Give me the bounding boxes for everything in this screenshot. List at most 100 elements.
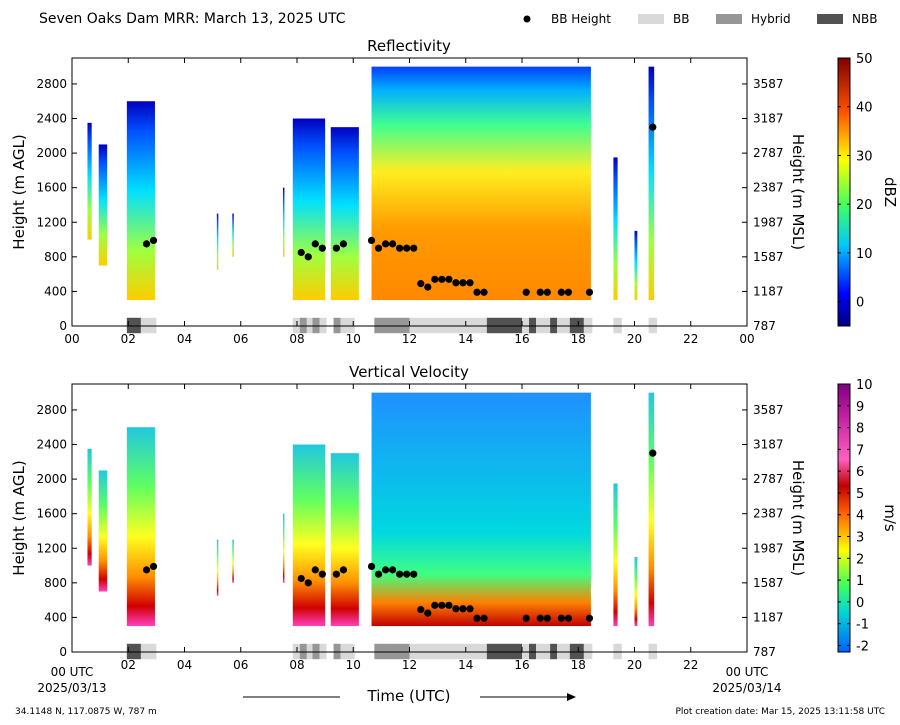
y-axis-label-right: Height (m MSL) <box>789 134 807 250</box>
colorbar-tick-label: 4 <box>856 509 864 524</box>
y-tick-label: 800 <box>44 250 67 264</box>
bb-height-point <box>564 288 573 296</box>
echo-column <box>282 187 285 257</box>
colorbar-tick-label: 20 <box>856 198 873 213</box>
x-tick-label: 14 <box>458 658 473 672</box>
bb-height-point <box>297 248 305 257</box>
colorbar-label: m/s <box>881 504 899 532</box>
echo-column <box>371 66 591 301</box>
colorbar-tick-label: 2 <box>856 552 864 567</box>
colorbar-tick-label: 8 <box>856 422 864 437</box>
y-tick-label: 1600 <box>36 507 67 521</box>
y-tick-label: 2400 <box>36 112 67 126</box>
y-tick-label-right: 787 <box>753 645 776 659</box>
legend-label: Hybrid <box>751 12 791 26</box>
y-tick-label-right: 2787 <box>753 472 784 486</box>
bb-height-point <box>297 574 305 583</box>
y-tick-label-right: 2387 <box>753 181 784 195</box>
colorbar-tick-label: 40 <box>856 101 873 116</box>
y-tick-label-right: 787 <box>753 319 776 333</box>
x-tick-label: 00 UTC <box>726 665 769 679</box>
colorbar-tick-label: 0 <box>856 596 864 611</box>
colorbar-label: dBZ <box>881 177 899 207</box>
echo-column <box>126 101 155 301</box>
colorbar-tick-label: -2 <box>856 639 869 654</box>
figure-title: Seven Oaks Dam MRR: March 13, 2025 UTC <box>39 11 346 27</box>
echo-column <box>87 122 92 240</box>
y-tick-label: 1200 <box>36 541 67 555</box>
legend-marker-bb-height <box>523 15 531 23</box>
x-tick-label: 04 <box>177 332 192 346</box>
x-tick-label: 04 <box>177 658 192 672</box>
echo-column <box>282 513 285 583</box>
y-tick-label-right: 3187 <box>753 112 784 126</box>
y-tick-label: 400 <box>44 284 67 298</box>
y-tick-label: 2800 <box>36 403 67 417</box>
bb-height-point <box>431 601 439 609</box>
y-tick-label-right: 3587 <box>753 77 784 91</box>
echo-column <box>98 470 108 592</box>
x-tick-label: 18 <box>571 332 586 346</box>
bb-height-point <box>543 614 551 622</box>
bb-height-point <box>424 283 432 291</box>
bb-height-point <box>381 240 390 248</box>
echo-column <box>634 556 638 627</box>
bb-height-point <box>389 566 397 574</box>
x-tick-label: 22 <box>683 658 698 672</box>
y-tick-label-right: 1587 <box>753 250 784 264</box>
echo-column <box>292 444 326 627</box>
y-tick-label-right: 1987 <box>753 215 784 229</box>
panel-title-reflectivity: Reflectivity <box>367 37 451 55</box>
bb-height-point <box>389 240 397 248</box>
echo-column <box>292 118 326 301</box>
x-tick-label: 06 <box>233 332 248 346</box>
legend-swatch <box>716 14 742 24</box>
legend-label: BB Height <box>551 12 611 26</box>
bb-height-point <box>142 240 151 248</box>
legend-swatch <box>817 14 843 24</box>
y-tick-label: 1600 <box>36 181 67 195</box>
legend: BB Height BB Hybrid NBB <box>523 12 877 26</box>
echo-column <box>126 427 155 627</box>
colorbar-tick-label: 30 <box>856 149 873 164</box>
bb-height-point <box>374 244 383 252</box>
x-tick-label: 00 UTC <box>51 665 94 679</box>
y-axis-label-right: Height (m MSL) <box>789 460 807 576</box>
bb-height-point <box>403 570 411 578</box>
bb-height-point <box>522 288 530 296</box>
y-tick-label-right: 1187 <box>753 610 784 624</box>
bb-height-point <box>318 244 326 252</box>
y-tick-label-right: 2387 <box>753 507 784 521</box>
bb-height-point <box>396 570 404 578</box>
echo-column <box>613 157 618 301</box>
colorbar-tick-label: 9 <box>856 400 864 415</box>
legend-label: NBB <box>852 12 877 26</box>
x-tick-label: 06 <box>233 658 248 672</box>
x-tick-label: 00 <box>64 332 79 346</box>
colorbar-tick-label: -1 <box>856 618 869 633</box>
echo-column <box>613 483 618 627</box>
legend-label: BB <box>673 12 689 26</box>
x-tick-label: 02 <box>121 332 136 346</box>
colorbar <box>837 383 851 653</box>
bb-height-point <box>649 123 657 131</box>
x-tick-label: 10 <box>346 658 361 672</box>
echo-column <box>634 230 638 301</box>
y-tick-label: 0 <box>59 645 67 659</box>
y-tick-label-right: 3587 <box>753 403 784 417</box>
location-note: 34.1148 N, 117.0875 W, 787 m <box>15 707 157 717</box>
y-axis-label: Height (m AGL) <box>10 460 28 575</box>
bb-height-point <box>459 279 467 287</box>
y-tick-label: 2000 <box>36 472 67 486</box>
x-tick-label: 22 <box>683 332 698 346</box>
echo-column <box>330 453 359 627</box>
bb-height-point <box>438 275 446 283</box>
bb-height-point <box>339 566 348 574</box>
legend-swatch <box>638 14 664 24</box>
echo-column <box>216 213 219 270</box>
bb-height-point <box>417 280 425 288</box>
bb-height-point <box>431 275 439 283</box>
colorbar <box>837 57 851 327</box>
y-tick-label: 0 <box>59 319 67 333</box>
echo-column <box>87 448 92 566</box>
